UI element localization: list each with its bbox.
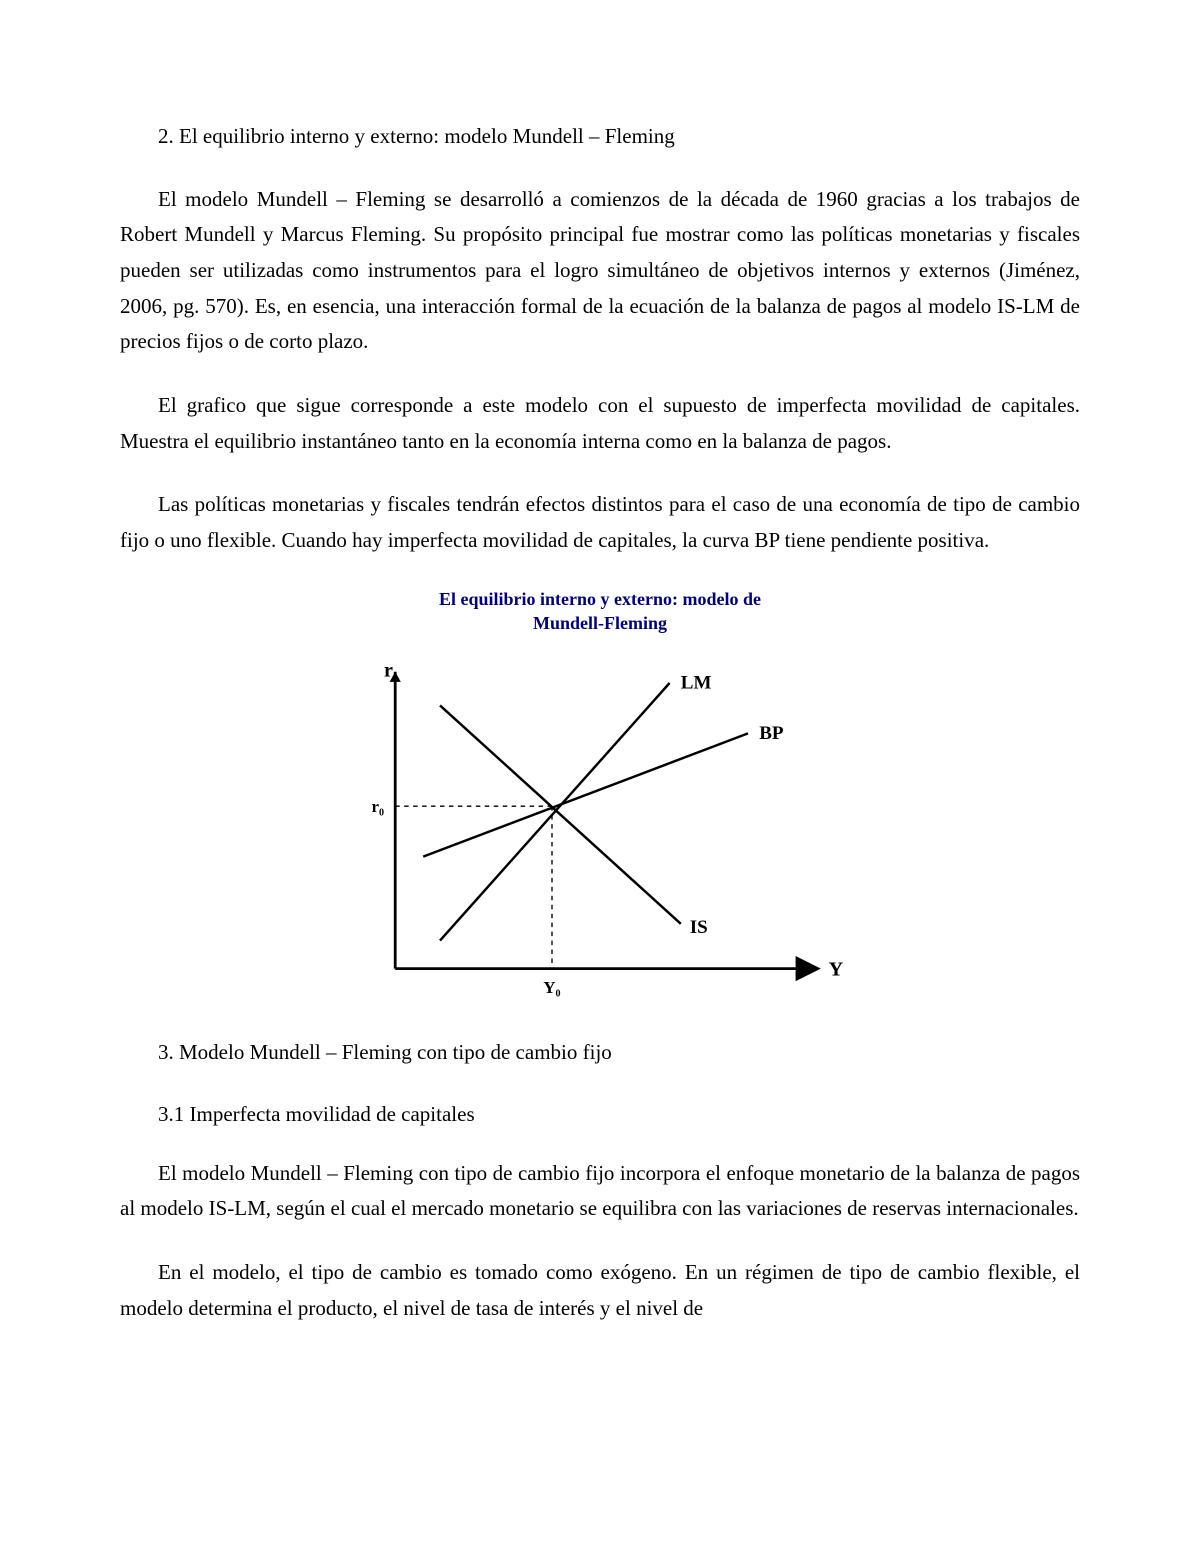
section-3-heading: 3. Modelo Mundell – Fleming con tipo de … — [158, 1036, 1080, 1070]
svg-text:r: r — [384, 660, 393, 682]
chart-title-line-2: Mundell-Fleming — [533, 613, 667, 633]
section-2-para-2: El grafico que sigue corresponde a este … — [120, 388, 1080, 459]
chart-title-line-1: El equilibrio interno y externo: modelo … — [439, 589, 761, 609]
svg-text:Y₀: Y₀ — [543, 979, 560, 998]
section-2-heading: 2. El equilibrio interno y externo: mode… — [158, 120, 1080, 154]
document-page: 2. El equilibrio interno y externo: mode… — [0, 0, 1200, 1553]
section-3-para-1: El modelo Mundell – Fleming con tipo de … — [120, 1156, 1080, 1227]
mundell-fleming-chart: El equilibrio interno y externo: modelo … — [300, 587, 900, 1009]
svg-text:BP: BP — [759, 723, 784, 744]
svg-text:Y: Y — [829, 959, 844, 981]
chart-title: El equilibrio interno y externo: modelo … — [300, 587, 900, 636]
svg-text:IS: IS — [690, 917, 708, 938]
svg-text:LM: LM — [681, 673, 712, 694]
section-3-1-heading: 3.1 Imperfecta movilidad de capitales — [158, 1098, 1080, 1132]
chart-svg: LM BP IS r Yr₀ Y₀ — [300, 643, 860, 1003]
section-2-para-1: El modelo Mundell – Fleming se desarroll… — [120, 182, 1080, 360]
section-2-para-3: Las políticas monetarias y fiscales tend… — [120, 487, 1080, 558]
section-3-para-2: En el modelo, el tipo de cambio es tomad… — [120, 1255, 1080, 1326]
svg-text:r₀: r₀ — [372, 797, 384, 816]
